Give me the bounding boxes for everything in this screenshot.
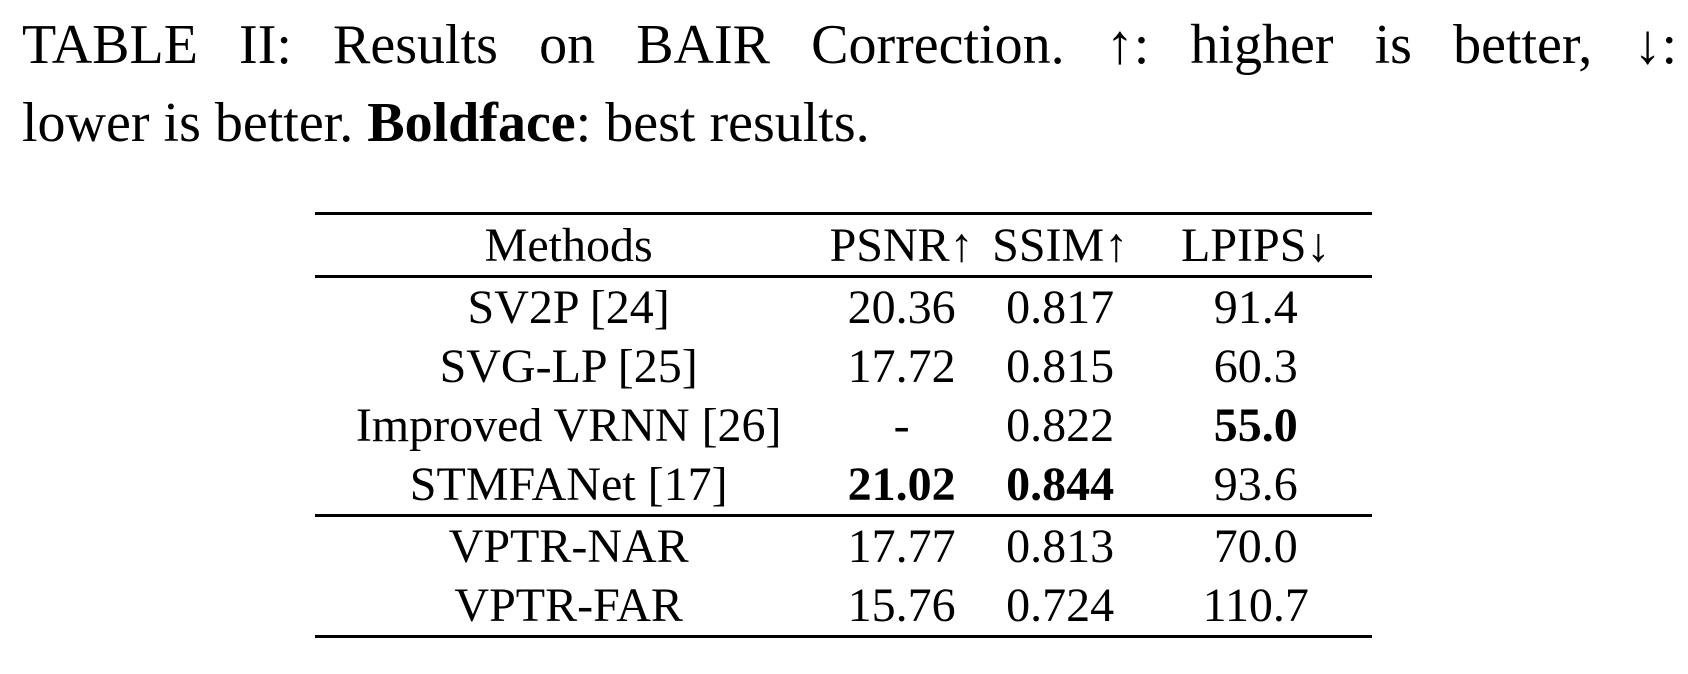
table-cell: 0.817	[1006, 281, 1115, 334]
caption-boldface-word: Boldface	[367, 92, 576, 154]
column-header-methods: Methods	[484, 218, 653, 272]
table-cell: 0.813	[1006, 520, 1115, 573]
table-body-group-vptr: VPTR-NAR 17.77 0.813 70.0 VPTR-FAR 15.76 0.724…	[315, 514, 1372, 635]
column-header-ssim: SSIM↑	[992, 218, 1129, 272]
caption-line-1: TABLE II: Results on BAIR Correction. ↑:…	[22, 14, 1677, 76]
table-cell: STMFANet [17]	[409, 458, 728, 511]
table-cell: 0.844	[1006, 458, 1115, 511]
table-cell: 17.72	[847, 340, 956, 393]
caption-line2-pre: lower is better.	[22, 92, 368, 154]
table-cell: 110.7	[1202, 579, 1309, 632]
column-header-psnr: PSNR↑	[829, 218, 974, 272]
table-cell: VPTR-FAR	[454, 579, 683, 632]
table-cell: 0.822	[1006, 399, 1115, 452]
caption-line2-post: : best results.	[575, 92, 870, 154]
table-cell: 60.3	[1213, 340, 1298, 393]
table-cell: 0.724	[1006, 579, 1115, 632]
table-row: SV2P [24] 20.36 0.817 91.4	[315, 278, 1372, 337]
table-cell: -	[893, 399, 910, 452]
table-row: VPTR-FAR 15.76 0.724 110.7	[315, 576, 1372, 635]
table-row: STMFANet [17] 21.02 0.844 93.6	[315, 455, 1372, 514]
table-cell: 21.02	[847, 458, 956, 511]
caption-line-2: lower is better. Boldface: best results.	[22, 84, 1677, 162]
table-cell: 70.0	[1213, 520, 1298, 573]
table-cell: 17.77	[847, 520, 956, 573]
table-cell: 55.0	[1213, 399, 1298, 452]
table-cell: 93.6	[1213, 458, 1298, 511]
table-cell: SV2P [24]	[467, 281, 670, 334]
table-cell: Improved VRNN [26]	[355, 399, 782, 452]
table-row: SVG-LP [25] 17.72 0.815 60.3	[315, 337, 1372, 396]
table-cell: 15.76	[847, 579, 956, 632]
table-body-group-baselines: SV2P [24] 20.36 0.817 91.4 SVG-LP [25] 17.72 0…	[315, 278, 1372, 514]
table-caption: TABLE II: Results on BAIR Correction. ↑:…	[22, 6, 1677, 162]
table-cell: VPTR-NAR	[448, 520, 689, 573]
table-cell: 91.4	[1213, 281, 1298, 334]
table-cell: SVG-LP [25]	[439, 340, 698, 393]
table-row: Improved VRNN [26] - 0.822 55.0	[315, 396, 1372, 455]
column-header-lpips: LPIPS↓	[1181, 218, 1331, 272]
table-row: VPTR-NAR 17.77 0.813 70.0	[315, 517, 1372, 576]
table-header-row: Methods PSNR↑ SSIM↑ LPIPS↓	[315, 215, 1372, 278]
results-table: Methods PSNR↑ SSIM↑ LPIPS↓ SV2P [24] 20.3…	[315, 212, 1372, 638]
table-cell: 20.36	[847, 281, 956, 334]
table-cell: 0.815	[1006, 340, 1115, 393]
